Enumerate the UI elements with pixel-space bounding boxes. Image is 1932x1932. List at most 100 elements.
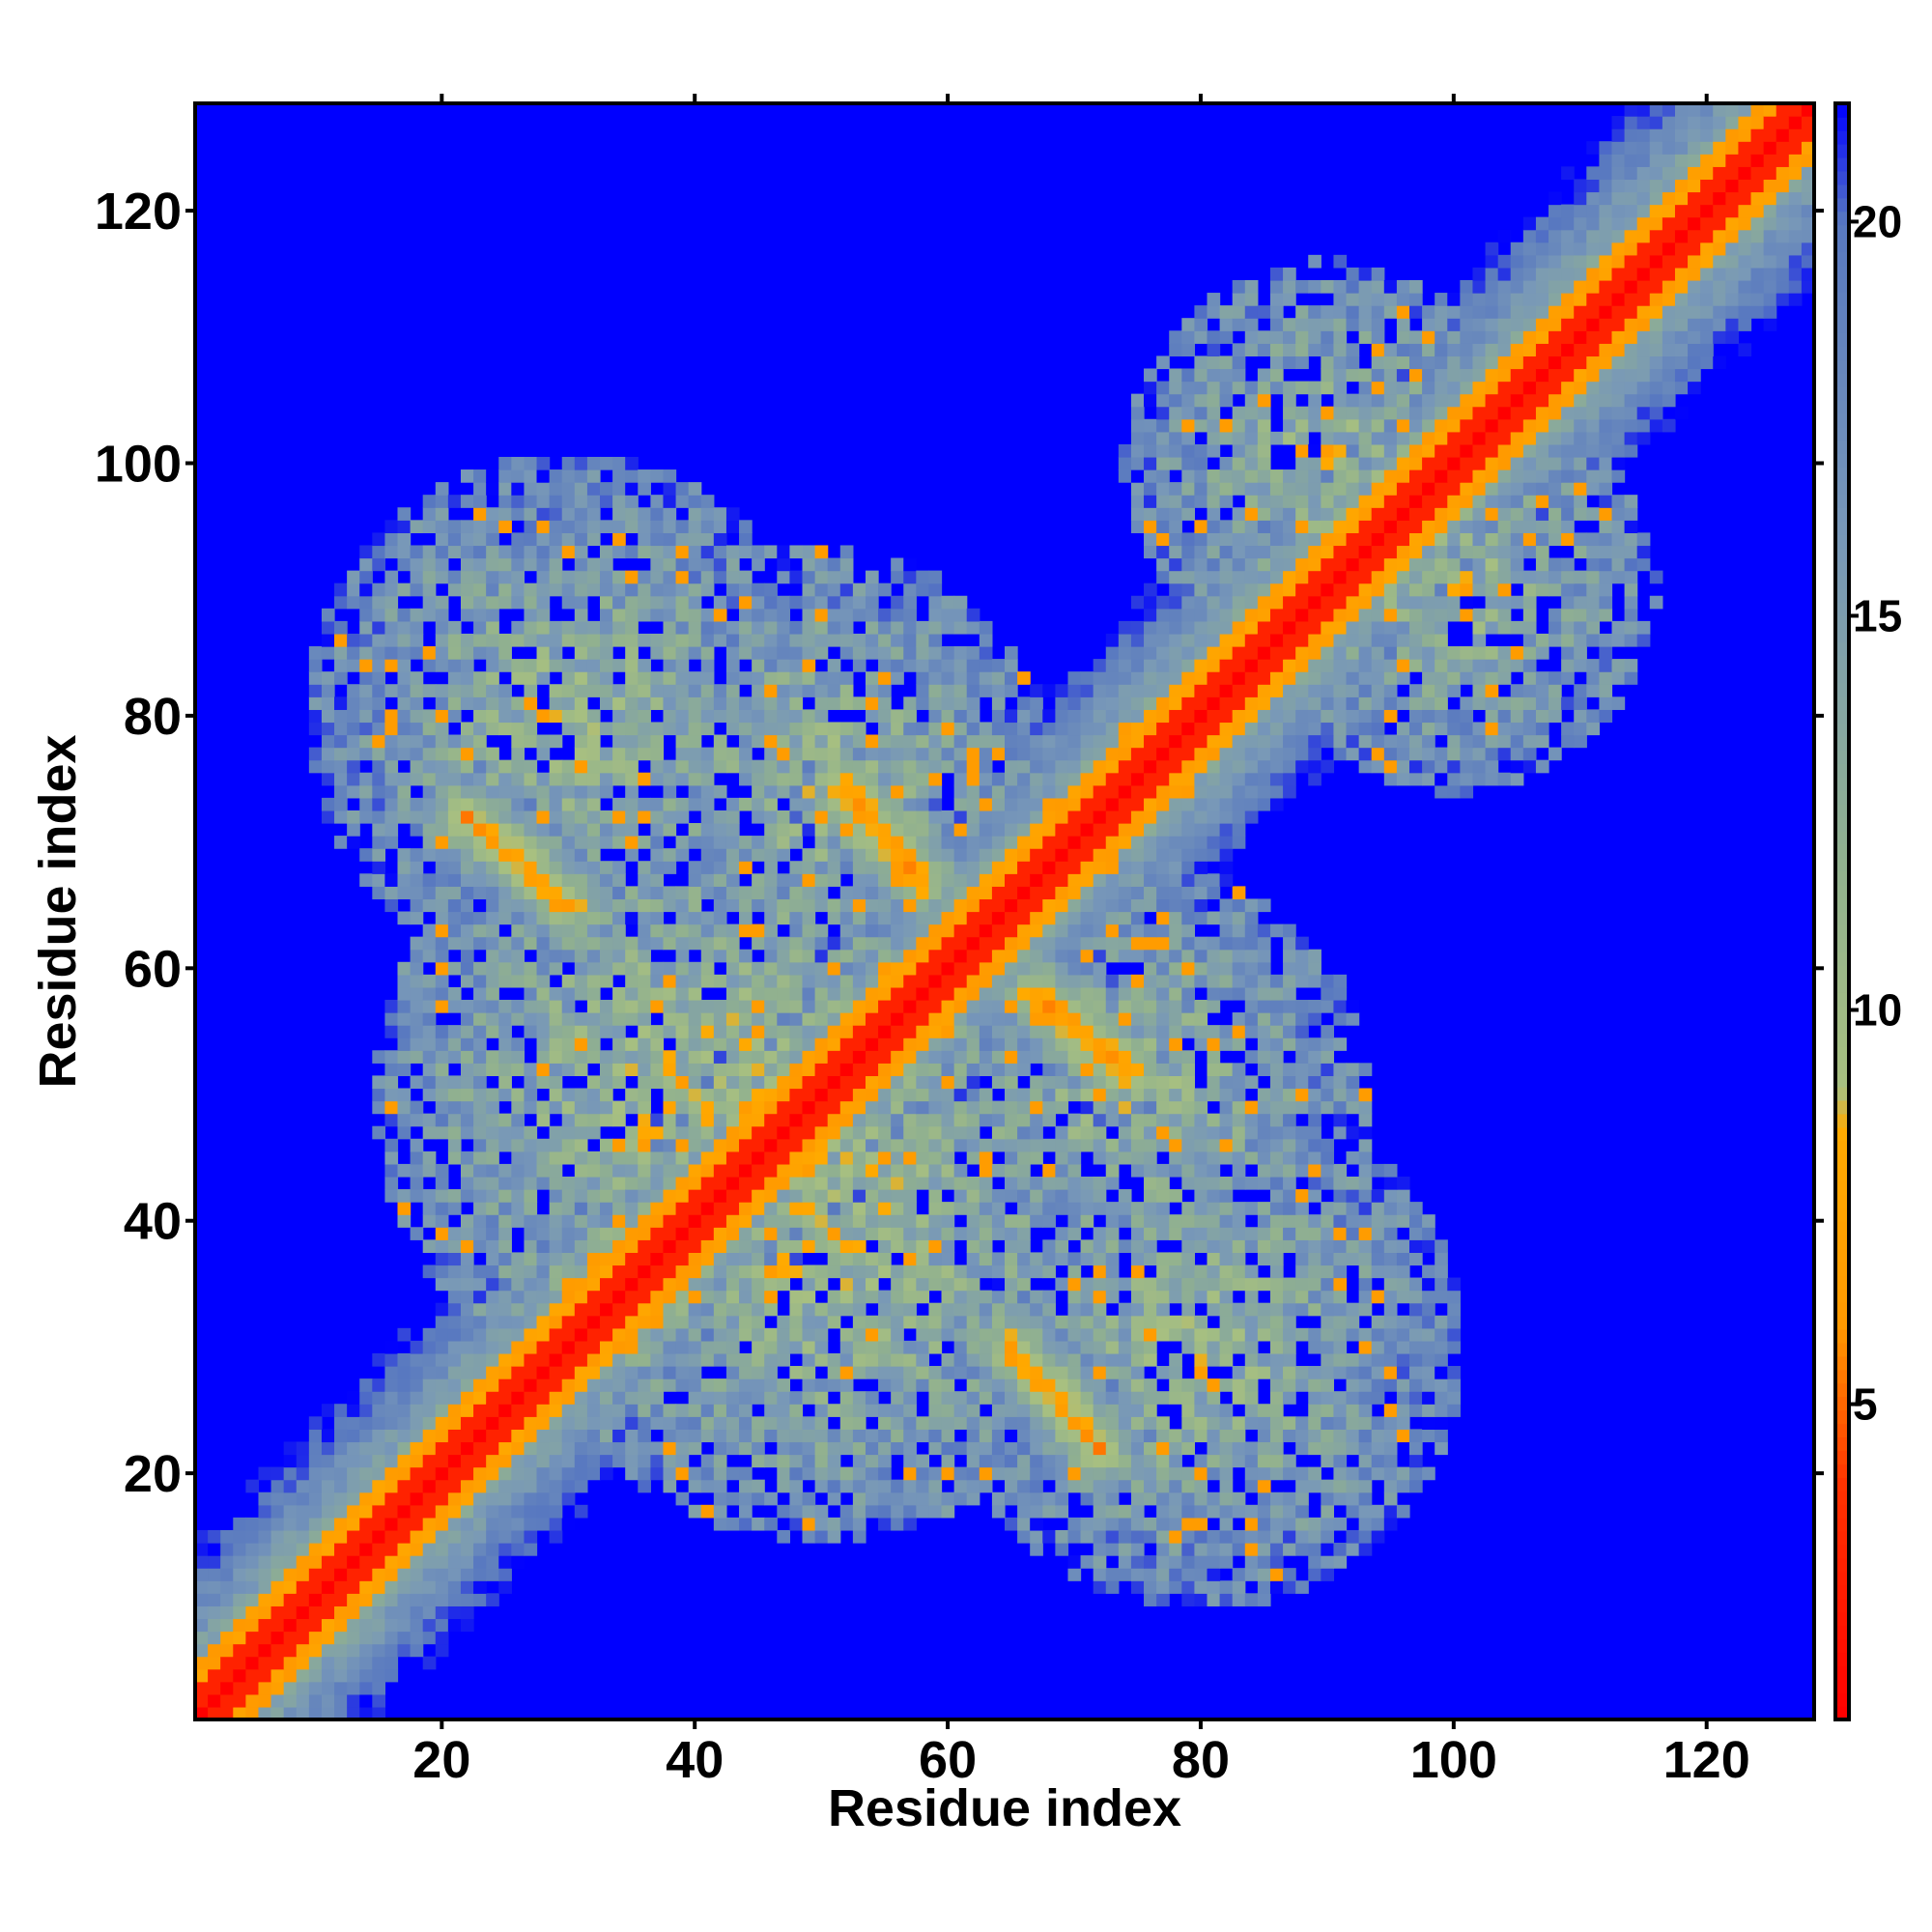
- heatmap-cell: [802, 1025, 816, 1038]
- heatmap-cell: [1283, 1568, 1296, 1581]
- heatmap-cell: [878, 1125, 892, 1140]
- heatmap-cell: [1169, 1378, 1182, 1392]
- heatmap-cell: [561, 1037, 576, 1051]
- heatmap-cell: [524, 836, 538, 849]
- heatmap-cell: [1030, 1492, 1043, 1506]
- heatmap-cell: [1042, 1416, 1056, 1430]
- heatmap-cell: [966, 1366, 980, 1379]
- heatmap-cell: [1030, 1529, 1043, 1544]
- heatmap-cell: [372, 1479, 385, 1493]
- heatmap-cell: [966, 1037, 980, 1051]
- heatmap-cell: [1017, 1327, 1031, 1342]
- heatmap-cell: [1194, 1593, 1208, 1606]
- heatmap-cell: [612, 1429, 626, 1443]
- heatmap-cell: [498, 1352, 512, 1367]
- heatmap-cell: [410, 1543, 424, 1556]
- heatmap-cell: [410, 646, 424, 660]
- heatmap-cell: [233, 1643, 246, 1658]
- heatmap-cell: [1396, 1290, 1410, 1304]
- heatmap-cell: [725, 722, 740, 736]
- heatmap-cell: [612, 1277, 626, 1292]
- heatmap-cell: [916, 1151, 930, 1165]
- heatmap-cell: [1295, 1580, 1309, 1594]
- heatmap-cell: [1358, 1100, 1373, 1115]
- heatmap-cell: [372, 1050, 385, 1064]
- heatmap-cell: [574, 495, 588, 508]
- heatmap-cell: [524, 1454, 538, 1468]
- heatmap-cell: [612, 1264, 626, 1279]
- heatmap-cell: [600, 1352, 613, 1367]
- heatmap-cell: [713, 1264, 727, 1279]
- heatmap-cell: [802, 557, 816, 572]
- heatmap-cell: [764, 1239, 778, 1253]
- heatmap-cell: [308, 1593, 323, 1606]
- heatmap-cell: [600, 1113, 613, 1127]
- heatmap-cell: [1005, 1492, 1018, 1506]
- heatmap-cell: [839, 759, 854, 774]
- heatmap-cell: [953, 1404, 968, 1417]
- heatmap-cell: [549, 861, 563, 874]
- heatmap-cell: [777, 759, 790, 774]
- heatmap-cell: [827, 1302, 841, 1317]
- heatmap-cell: [688, 495, 702, 508]
- heatmap-cell: [612, 772, 626, 786]
- heatmap-cell: [789, 1391, 804, 1405]
- heatmap-cell: [802, 1466, 816, 1481]
- heatmap-cell: [1269, 1504, 1284, 1519]
- heatmap-cell: [638, 1378, 651, 1392]
- heatmap-cell: [586, 646, 601, 660]
- heatmap-cell: [638, 582, 651, 597]
- heatmap-cell: [1232, 1378, 1246, 1392]
- heatmap-cell: [1333, 1113, 1348, 1127]
- heatmap-cell: [802, 722, 816, 736]
- heatmap-cell: [764, 696, 778, 710]
- heatmap-cell: [802, 595, 816, 610]
- heatmap-cell: [397, 1643, 412, 1658]
- heatmap-cell: [270, 1466, 285, 1481]
- heatmap-cell: [713, 1025, 727, 1038]
- heatmap-cell: [486, 1315, 499, 1329]
- heatmap-cell: [700, 823, 715, 837]
- heatmap-cell: [1257, 1543, 1271, 1556]
- heatmap-cell: [663, 633, 677, 647]
- heatmap-cell: [422, 734, 437, 749]
- heatmap-cell: [397, 696, 412, 710]
- heatmap-cell: [777, 1277, 790, 1292]
- heatmap-cell: [359, 1643, 373, 1658]
- heatmap-cell: [1005, 1252, 1018, 1266]
- heatmap-cell: [549, 570, 563, 584]
- heatmap-cell: [814, 1100, 829, 1115]
- heatmap-cell: [1093, 1378, 1107, 1392]
- heatmap-cell: [258, 1618, 272, 1633]
- heatmap-cell: [549, 696, 563, 710]
- heatmap-cell: [725, 1113, 740, 1127]
- heatmap-cell: [347, 823, 360, 837]
- heatmap-cell: [638, 1012, 651, 1026]
- heatmap-cell: [1017, 1176, 1031, 1190]
- heatmap-cell: [1257, 1593, 1271, 1606]
- heatmap-cell: [536, 823, 551, 837]
- heatmap-cell: [1118, 1466, 1132, 1481]
- heatmap-cell: [410, 1605, 424, 1620]
- heatmap-cell: [321, 1555, 335, 1569]
- heatmap-cell: [460, 582, 474, 597]
- heatmap-cell: [1383, 1492, 1398, 1506]
- heatmap-cell: [561, 784, 576, 799]
- heatmap-cell: [1295, 1504, 1309, 1519]
- heatmap-cell: [953, 1327, 968, 1342]
- heatmap-cell: [1333, 1492, 1348, 1506]
- heatmap-cell: [397, 911, 412, 925]
- heatmap-cell: [650, 696, 665, 710]
- heatmap-cell: [422, 1618, 437, 1633]
- heatmap-cell: [865, 886, 879, 900]
- heatmap-cell: [384, 646, 399, 660]
- heatmap-cell: [524, 1340, 538, 1354]
- heatmap-cell: [372, 620, 385, 635]
- heatmap-cell: [1333, 1214, 1348, 1228]
- heatmap-cell: [1005, 1075, 1018, 1090]
- heatmap-cell: [208, 1605, 221, 1620]
- heatmap-cell: [586, 1391, 601, 1405]
- heatmap-cell: [1257, 1416, 1271, 1430]
- heatmap-cell: [359, 1441, 373, 1456]
- heatmap-cell: [725, 848, 740, 862]
